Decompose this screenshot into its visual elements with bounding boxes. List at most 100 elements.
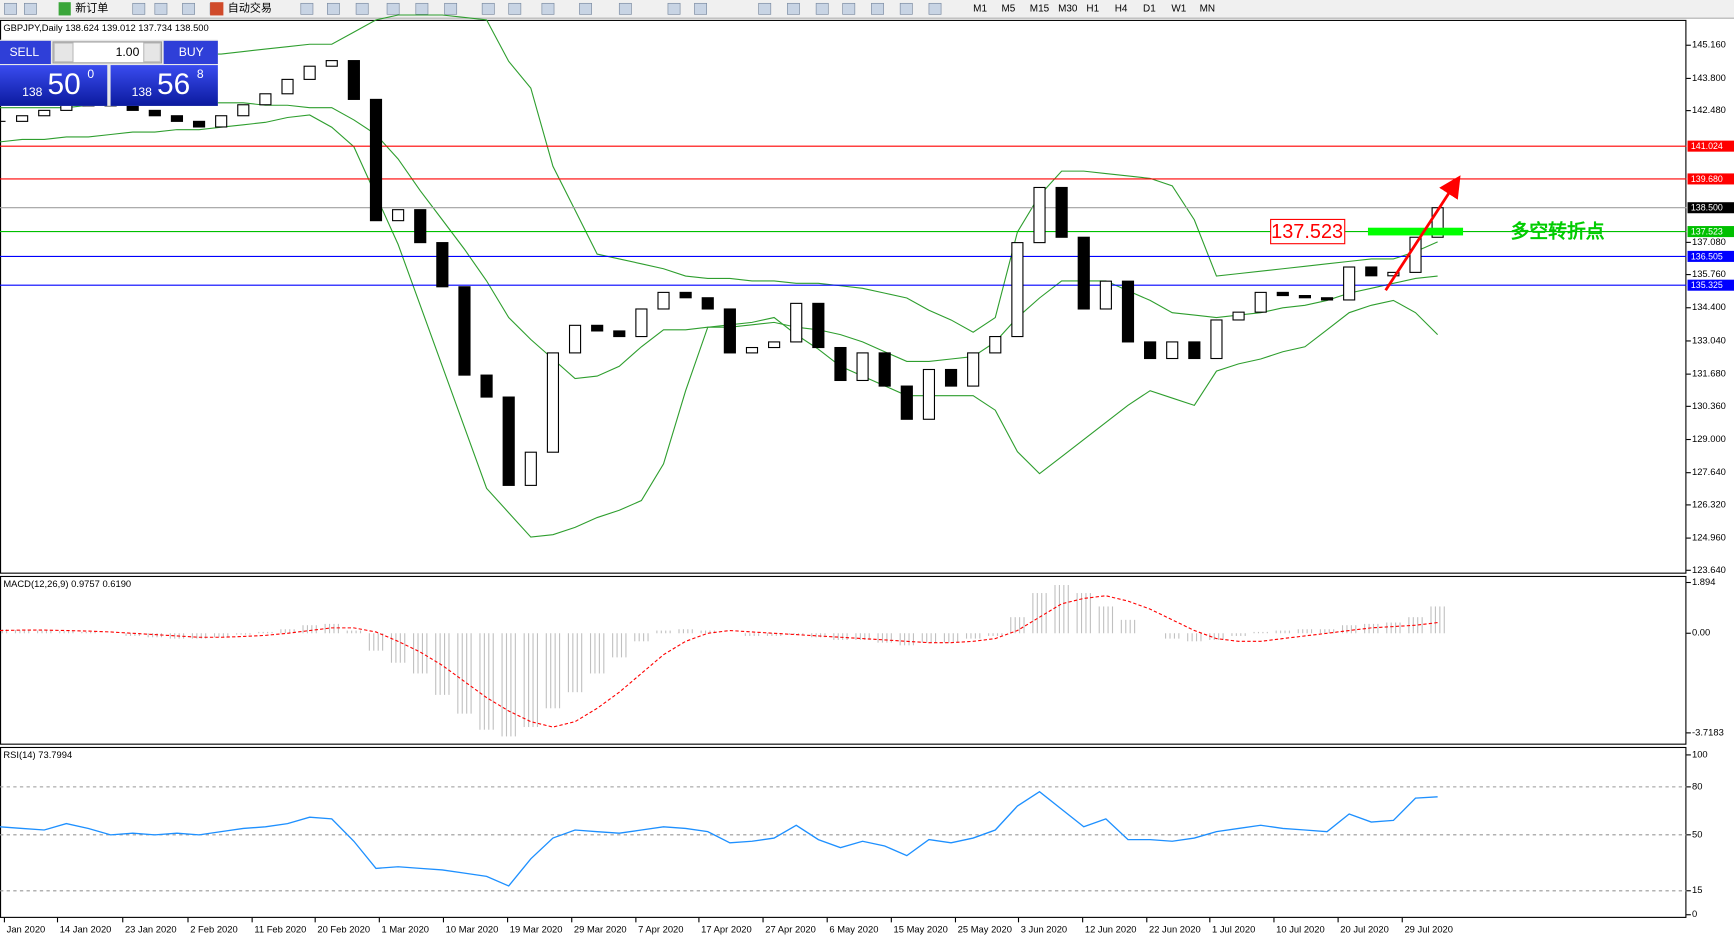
y-tick-label: 137.080 xyxy=(1692,237,1726,247)
candle xyxy=(1121,280,1135,343)
y-tick-label: 15 xyxy=(1692,885,1702,895)
new-order-icon[interactable] xyxy=(58,2,71,16)
candle xyxy=(723,308,736,354)
candle xyxy=(635,308,648,338)
candle xyxy=(967,352,980,387)
lots-input[interactable] xyxy=(52,41,163,64)
new-order[interactable]: 新订单 xyxy=(75,1,108,15)
timeframe-button[interactable]: M30 xyxy=(1058,3,1078,14)
candle xyxy=(834,346,847,382)
candle xyxy=(436,242,449,288)
y-tick-label: 0.00 xyxy=(1692,628,1710,638)
x-tick-label: 10 Jul 2020 xyxy=(1276,925,1325,935)
candle xyxy=(502,396,515,486)
level-label-box xyxy=(1687,226,1734,238)
panel-title: GBPJPY,Daily 138.624 139.012 137.734 138… xyxy=(3,23,208,33)
candle xyxy=(347,60,360,100)
y-tick-label: -3.7183 xyxy=(1692,727,1724,737)
candle xyxy=(369,98,383,222)
timeframe-button[interactable]: MN xyxy=(1200,3,1215,14)
macd-signal xyxy=(0,595,1438,728)
toolbar-icon xyxy=(182,2,195,15)
timeframe-button[interactable]: W1 xyxy=(1171,3,1186,14)
candle xyxy=(812,302,825,349)
sell-quote[interactable] xyxy=(0,65,108,106)
buy-price-small: 8 xyxy=(197,67,204,81)
toolbar-icon xyxy=(132,2,146,15)
candle xyxy=(790,302,803,343)
toolbar-icon xyxy=(815,2,829,15)
x-tick-label: 1 Jul 2020 xyxy=(1212,925,1255,935)
timeframe-button[interactable]: H1 xyxy=(1086,3,1099,14)
x-tick-label: Jan 2020 xyxy=(7,925,46,935)
buy-button[interactable] xyxy=(163,40,218,64)
x-tick-label: 23 Jan 2020 xyxy=(125,925,177,935)
timeframe-button[interactable]: M5 xyxy=(1001,3,1015,14)
candle xyxy=(1276,291,1289,297)
toolbar-icon xyxy=(355,2,369,15)
candle xyxy=(38,109,51,117)
toolbar-icon xyxy=(871,2,884,15)
candle xyxy=(281,78,294,95)
candle xyxy=(1033,186,1046,244)
turning-point-bar xyxy=(1367,227,1464,236)
candle xyxy=(568,324,582,354)
candle xyxy=(1298,295,1312,299)
price-annotation: 137.523 xyxy=(1271,221,1343,243)
y-tick-label: 130.360 xyxy=(1692,401,1726,411)
toolbar-icon xyxy=(541,2,555,15)
candle xyxy=(1144,341,1157,360)
plot-layer: Jan 2020 14 Jan 2020 23 Jan 2020 2 Feb 2020… xyxy=(0,14,1734,935)
auto-trading[interactable]: 自动交易 xyxy=(228,1,272,15)
toolbar-icon xyxy=(444,2,458,15)
trend-arrow xyxy=(1384,175,1461,291)
toolbar-icon xyxy=(899,2,913,15)
candle xyxy=(900,385,913,420)
candle xyxy=(325,60,338,67)
candle xyxy=(480,374,493,398)
timeframe-button[interactable]: D1 xyxy=(1143,3,1156,14)
timeframe-button[interactable]: M15 xyxy=(1030,3,1050,14)
x-tick-label: 22 Jun 2020 xyxy=(1149,925,1201,935)
sell-price-big: 138 xyxy=(22,85,43,99)
price-panel xyxy=(0,19,1687,574)
y-tick-label: 123.640 xyxy=(1692,565,1726,575)
y-tick-label: 0 xyxy=(1692,909,1697,919)
candle xyxy=(613,330,626,338)
x-tick-label: 29 Jul 2020 xyxy=(1404,925,1453,935)
toolbar-icon xyxy=(327,2,340,15)
toolbar-icon xyxy=(481,2,495,15)
lots-value: 1.00 xyxy=(116,45,140,59)
lots-down[interactable] xyxy=(53,42,74,63)
toolbar-icon xyxy=(787,2,800,15)
x-tick-label: 14 Jan 2020 xyxy=(60,925,112,935)
level-label-box xyxy=(1687,173,1734,185)
candle xyxy=(192,120,206,128)
x-tick-label: 7 Apr 2020 xyxy=(638,925,683,935)
auto-trading-icon[interactable] xyxy=(210,2,224,16)
candle xyxy=(944,368,958,387)
panel-title: RSI(14) 73.7994 xyxy=(3,750,72,760)
timeframe-button[interactable]: M1 xyxy=(973,3,987,14)
buy-quote[interactable] xyxy=(110,65,218,106)
y-tick-label: 80 xyxy=(1692,781,1702,791)
toolbar-icon xyxy=(842,2,856,15)
candle xyxy=(524,451,537,486)
y-tick-label: 143.800 xyxy=(1692,73,1726,83)
candle xyxy=(237,104,250,117)
y-tick-label: 127.640 xyxy=(1692,467,1726,477)
toolbar-icon xyxy=(928,2,942,15)
candle xyxy=(1166,341,1179,360)
panel-title: MACD(12,26,9) 0.9757 0.6190 xyxy=(3,579,131,589)
candle xyxy=(546,352,560,453)
sell-button[interactable] xyxy=(0,40,51,64)
y-tick-label: 1.894 xyxy=(1692,577,1715,587)
y-tick-label: 129.000 xyxy=(1692,434,1726,444)
lots-up[interactable] xyxy=(143,42,161,63)
sell-price-main: 50 xyxy=(48,68,81,101)
timeframe-button[interactable]: H4 xyxy=(1115,3,1128,14)
level-label: 135.325 xyxy=(1691,280,1723,290)
sell-price-small: 0 xyxy=(87,67,94,81)
toolbar-icon xyxy=(415,2,429,15)
turning-point-label: 多空转折点 xyxy=(1511,220,1605,242)
